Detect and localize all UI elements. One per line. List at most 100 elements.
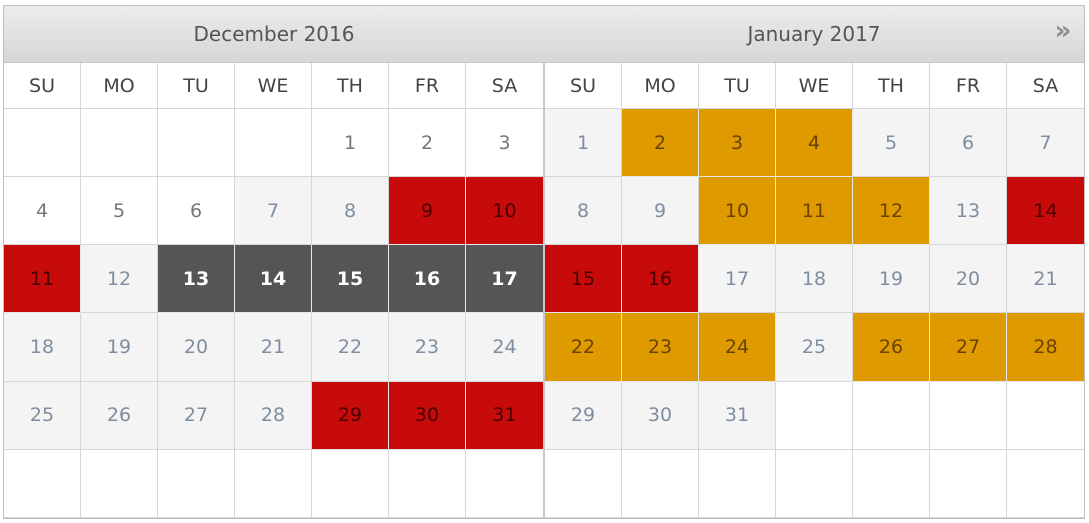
day-cell-december-8[interactable]: 8 bbox=[312, 177, 389, 246]
empty-cell bbox=[158, 449, 235, 518]
day-cell-january-7[interactable]: 7 bbox=[1007, 109, 1084, 178]
day-cell-december-23[interactable]: 23 bbox=[389, 313, 466, 382]
day-cell-december-28[interactable]: 28 bbox=[235, 381, 312, 450]
day-cell-december-17[interactable]: 17 bbox=[466, 245, 543, 314]
day-cell-january-19[interactable]: 19 bbox=[853, 245, 930, 314]
calendar-header: December 2016 January 2017 » bbox=[4, 6, 1084, 63]
month-january: SU MO TU WE TH FR SA 1 2 3 4 5 6 7 8 9 10 11 12 13 14 15 16 17 1… bbox=[543, 63, 1084, 518]
month-december: SU MO TU WE TH FR SA 1 2 3 4 5 6 7 8 9 10 11 12 13 14 15 16 17 1… bbox=[4, 63, 543, 518]
day-cell-december-3[interactable]: 3 bbox=[466, 109, 543, 178]
day-cell-december-19[interactable]: 19 bbox=[81, 313, 158, 382]
day-cell-january-24[interactable]: 24 bbox=[699, 313, 776, 382]
empty-cell bbox=[312, 449, 389, 518]
day-cell-december-26[interactable]: 26 bbox=[81, 381, 158, 450]
day-cell-december-10[interactable]: 10 bbox=[466, 177, 543, 246]
day-cell-january-13[interactable]: 13 bbox=[930, 177, 1007, 246]
day-cell-december-5[interactable]: 5 bbox=[81, 177, 158, 246]
day-cell-january-4[interactable]: 4 bbox=[776, 109, 853, 178]
day-cell-january-3[interactable]: 3 bbox=[699, 109, 776, 178]
day-cell-december-27[interactable]: 27 bbox=[158, 381, 235, 450]
day-cell-december-30[interactable]: 30 bbox=[389, 381, 466, 450]
day-cell-january-12[interactable]: 12 bbox=[853, 177, 930, 246]
empty-cell bbox=[466, 449, 543, 518]
weekday-header: MO bbox=[81, 63, 158, 109]
weekday-header: SA bbox=[1007, 63, 1084, 109]
day-cell-january-2[interactable]: 2 bbox=[622, 109, 699, 178]
day-cell-january-5[interactable]: 5 bbox=[853, 109, 930, 178]
day-cell-december-13[interactable]: 13 bbox=[158, 245, 235, 314]
weekday-header: TU bbox=[699, 63, 776, 109]
day-cell-december-15[interactable]: 15 bbox=[312, 245, 389, 314]
day-cell-december-4[interactable]: 4 bbox=[4, 177, 81, 246]
day-cell-january-11[interactable]: 11 bbox=[776, 177, 853, 246]
date-range-picker: December 2016 January 2017 » SU MO TU WE TH F… bbox=[3, 5, 1085, 519]
day-cell-december-16[interactable]: 16 bbox=[389, 245, 466, 314]
day-cell-december-7[interactable]: 7 bbox=[235, 177, 312, 246]
double-chevron-right-icon[interactable]: » bbox=[1054, 16, 1072, 46]
day-cell-january-17[interactable]: 17 bbox=[699, 245, 776, 314]
weekday-header: WE bbox=[235, 63, 312, 109]
day-cell-december-20[interactable]: 20 bbox=[158, 313, 235, 382]
day-cell-january-26[interactable]: 26 bbox=[853, 313, 930, 382]
empty-cell bbox=[930, 381, 1007, 450]
weekday-header: WE bbox=[776, 63, 853, 109]
day-cell-january-8[interactable]: 8 bbox=[545, 177, 622, 246]
empty-cell bbox=[4, 109, 81, 178]
day-cell-january-22[interactable]: 22 bbox=[545, 313, 622, 382]
day-cell-january-10[interactable]: 10 bbox=[699, 177, 776, 246]
day-cell-january-28[interactable]: 28 bbox=[1007, 313, 1084, 382]
day-cell-january-1[interactable]: 1 bbox=[545, 109, 622, 178]
day-cell-january-15[interactable]: 15 bbox=[545, 245, 622, 314]
day-cell-january-16[interactable]: 16 bbox=[622, 245, 699, 314]
empty-cell bbox=[4, 449, 81, 518]
day-cell-january-21[interactable]: 21 bbox=[1007, 245, 1084, 314]
day-cell-december-12[interactable]: 12 bbox=[81, 245, 158, 314]
empty-cell bbox=[853, 449, 930, 518]
day-cell-january-18[interactable]: 18 bbox=[776, 245, 853, 314]
day-cell-december-1[interactable]: 1 bbox=[312, 109, 389, 178]
months-container: SU MO TU WE TH FR SA 1 2 3 4 5 6 7 8 9 10 11 12 13 14 15 16 17 1… bbox=[4, 63, 1084, 518]
weekday-header: SU bbox=[4, 63, 81, 109]
day-cell-january-14[interactable]: 14 bbox=[1007, 177, 1084, 246]
empty-cell bbox=[699, 449, 776, 518]
month-title-january: January 2017 bbox=[747, 22, 881, 46]
weekday-header: FR bbox=[389, 63, 466, 109]
empty-cell bbox=[1007, 449, 1084, 518]
day-cell-december-18[interactable]: 18 bbox=[4, 313, 81, 382]
empty-cell bbox=[81, 109, 158, 178]
day-cell-january-25[interactable]: 25 bbox=[776, 313, 853, 382]
month-title-december: December 2016 bbox=[193, 22, 355, 46]
day-cell-january-30[interactable]: 30 bbox=[622, 381, 699, 450]
weekday-header: MO bbox=[622, 63, 699, 109]
empty-cell bbox=[930, 449, 1007, 518]
weekday-header: FR bbox=[930, 63, 1007, 109]
day-cell-december-6[interactable]: 6 bbox=[158, 177, 235, 246]
day-cell-january-31[interactable]: 31 bbox=[699, 381, 776, 450]
empty-cell bbox=[853, 381, 930, 450]
empty-cell bbox=[235, 109, 312, 178]
day-cell-december-25[interactable]: 25 bbox=[4, 381, 81, 450]
day-cell-january-27[interactable]: 27 bbox=[930, 313, 1007, 382]
day-cell-december-11[interactable]: 11 bbox=[4, 245, 81, 314]
empty-cell bbox=[235, 449, 312, 518]
empty-cell bbox=[622, 449, 699, 518]
day-cell-december-21[interactable]: 21 bbox=[235, 313, 312, 382]
day-cell-december-29[interactable]: 29 bbox=[312, 381, 389, 450]
day-cell-december-31[interactable]: 31 bbox=[466, 381, 543, 450]
empty-cell bbox=[81, 449, 158, 518]
weekday-header: TH bbox=[853, 63, 930, 109]
day-cell-december-9[interactable]: 9 bbox=[389, 177, 466, 246]
day-cell-january-9[interactable]: 9 bbox=[622, 177, 699, 246]
day-cell-december-22[interactable]: 22 bbox=[312, 313, 389, 382]
weekday-header: TH bbox=[312, 63, 389, 109]
day-cell-december-24[interactable]: 24 bbox=[466, 313, 543, 382]
weekday-header: SU bbox=[545, 63, 622, 109]
weekday-header: SA bbox=[466, 63, 543, 109]
day-cell-january-23[interactable]: 23 bbox=[622, 313, 699, 382]
weekday-header: TU bbox=[158, 63, 235, 109]
day-cell-january-29[interactable]: 29 bbox=[545, 381, 622, 450]
day-cell-december-14[interactable]: 14 bbox=[235, 245, 312, 314]
day-cell-january-6[interactable]: 6 bbox=[930, 109, 1007, 178]
day-cell-january-20[interactable]: 20 bbox=[930, 245, 1007, 314]
day-cell-december-2[interactable]: 2 bbox=[389, 109, 466, 178]
